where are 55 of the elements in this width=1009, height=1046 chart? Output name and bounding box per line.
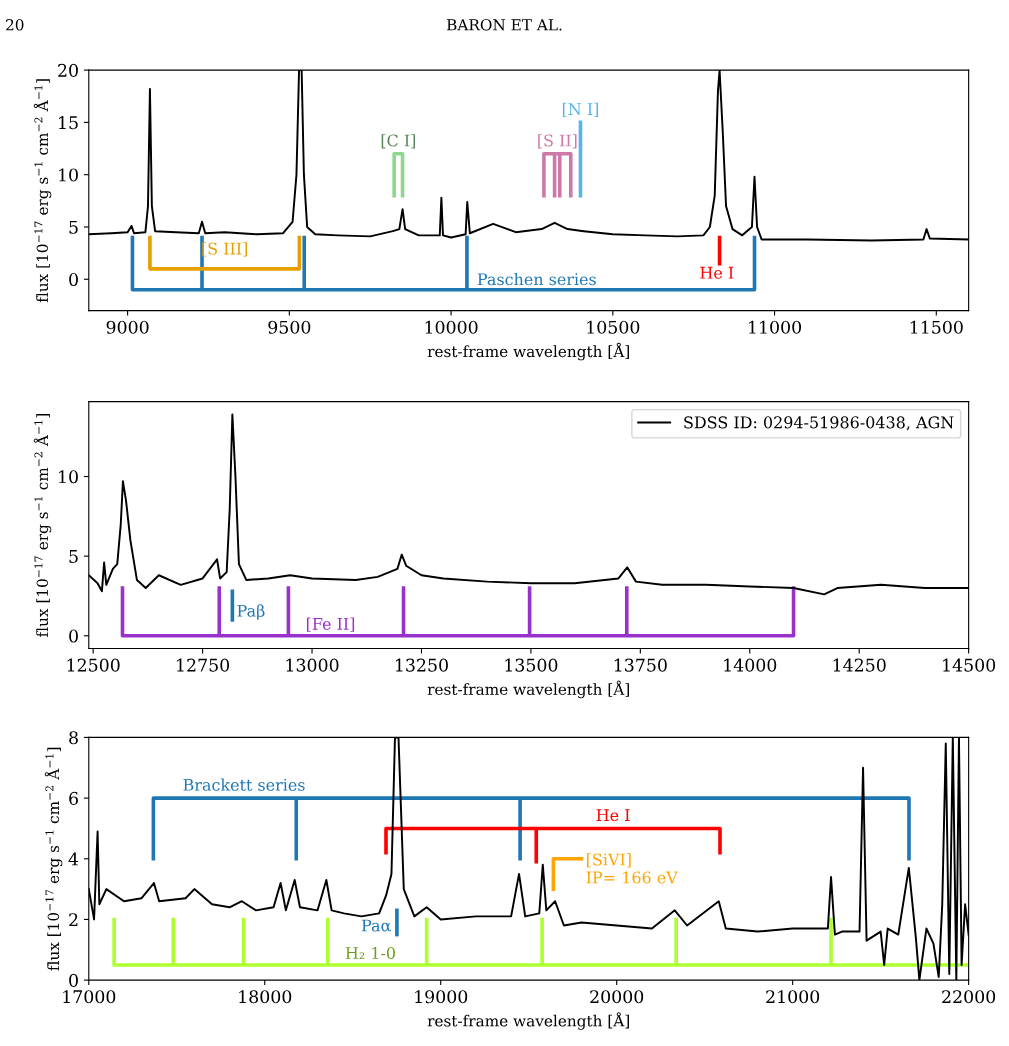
x-tick-label: 14500 (943, 658, 996, 672)
x-tick-label: 14250 (833, 658, 886, 672)
y-tick-label: 0 (69, 272, 78, 287)
x-tick-label: 21000 (766, 990, 820, 1004)
x-tick-label: 12500 (67, 658, 120, 672)
series-label: He I (596, 809, 630, 822)
text: flux [10$^{−17}$ erg s$^{−1}$ cm$^{−2}$ Å$^{−1}$] (44, 747, 63, 971)
y-tick-label: 5 (69, 550, 78, 563)
x-axis-title: rest-frame wavelength [Å] (427, 1012, 629, 1030)
x-tick-label: 19000 (415, 990, 468, 1004)
y-tick-label: 10 (59, 470, 78, 484)
x-tick-label: 22000 (942, 990, 996, 1004)
series-label: Brackett series (183, 778, 305, 791)
series-label: Paα (361, 919, 391, 932)
x-axis-title: rest-frame wavelength [Å] (427, 680, 629, 699)
x-tick-label: 9500 (268, 320, 311, 334)
text: flux [10$^{−17}$ erg s$^{−1}$ cm$^{−2}$ Å$^{−1}$] (33, 414, 52, 637)
series-label: [C I] (381, 134, 416, 149)
text: 20 (6, 19, 24, 31)
x-tick-label: 12750 (177, 658, 230, 672)
x-tick-label: 18000 (239, 990, 292, 1004)
x-tick-label: 14000 (724, 658, 777, 672)
x-tick-label: 13000 (286, 658, 339, 672)
series-label: [S II] (538, 134, 577, 149)
series-label: [Fe II] (306, 617, 355, 632)
series-label: He I (700, 266, 734, 279)
y-tick-label: 2 (69, 913, 78, 927)
y-tick-label: 0 (69, 629, 78, 643)
x-tick-label: 13750 (614, 658, 667, 672)
y-tick-label: 10 (59, 168, 78, 182)
x-tick-label: 10000 (425, 320, 478, 334)
series-label: [SiVI] IP= 166 eV (586, 853, 678, 884)
series-label: H₂ 1-0 (345, 946, 395, 960)
y-tick-label: 15 (59, 116, 78, 130)
x-tick-label: 11000 (749, 320, 802, 334)
x-tick-label: 10500 (587, 320, 640, 334)
x-tick-label: 11500 (910, 320, 963, 334)
text: BARON ET AL. (446, 19, 562, 31)
y-tick-label: 4 (68, 852, 79, 866)
y-tick-label: 5 (69, 220, 78, 234)
x-tick-label: 9000 (106, 320, 149, 334)
x-tick-label: 13500 (505, 658, 558, 672)
series-label: [N I] (562, 102, 599, 117)
y-tick-label: 6 (69, 791, 78, 805)
y-tick-label: 20 (58, 63, 78, 77)
legend-label: SDSS ID: 0294-51986-0438, AGN (684, 416, 954, 431)
x-tick-label: 13250 (395, 658, 448, 672)
series-label: Paschen series (477, 272, 596, 286)
x-tick-label: 20000 (590, 990, 644, 1004)
series-label: Paβ (237, 604, 265, 620)
text: flux [10$^{−17}$ erg s$^{−1}$ cm$^{−2}$ Å$^{−1}$] (33, 79, 52, 303)
x-axis-title: rest-frame wavelength [Å] (427, 342, 629, 361)
x-tick-label: 17000 (63, 990, 116, 1004)
y-tick-label: 0 (69, 973, 78, 987)
y-tick-label: 8 (69, 731, 78, 745)
